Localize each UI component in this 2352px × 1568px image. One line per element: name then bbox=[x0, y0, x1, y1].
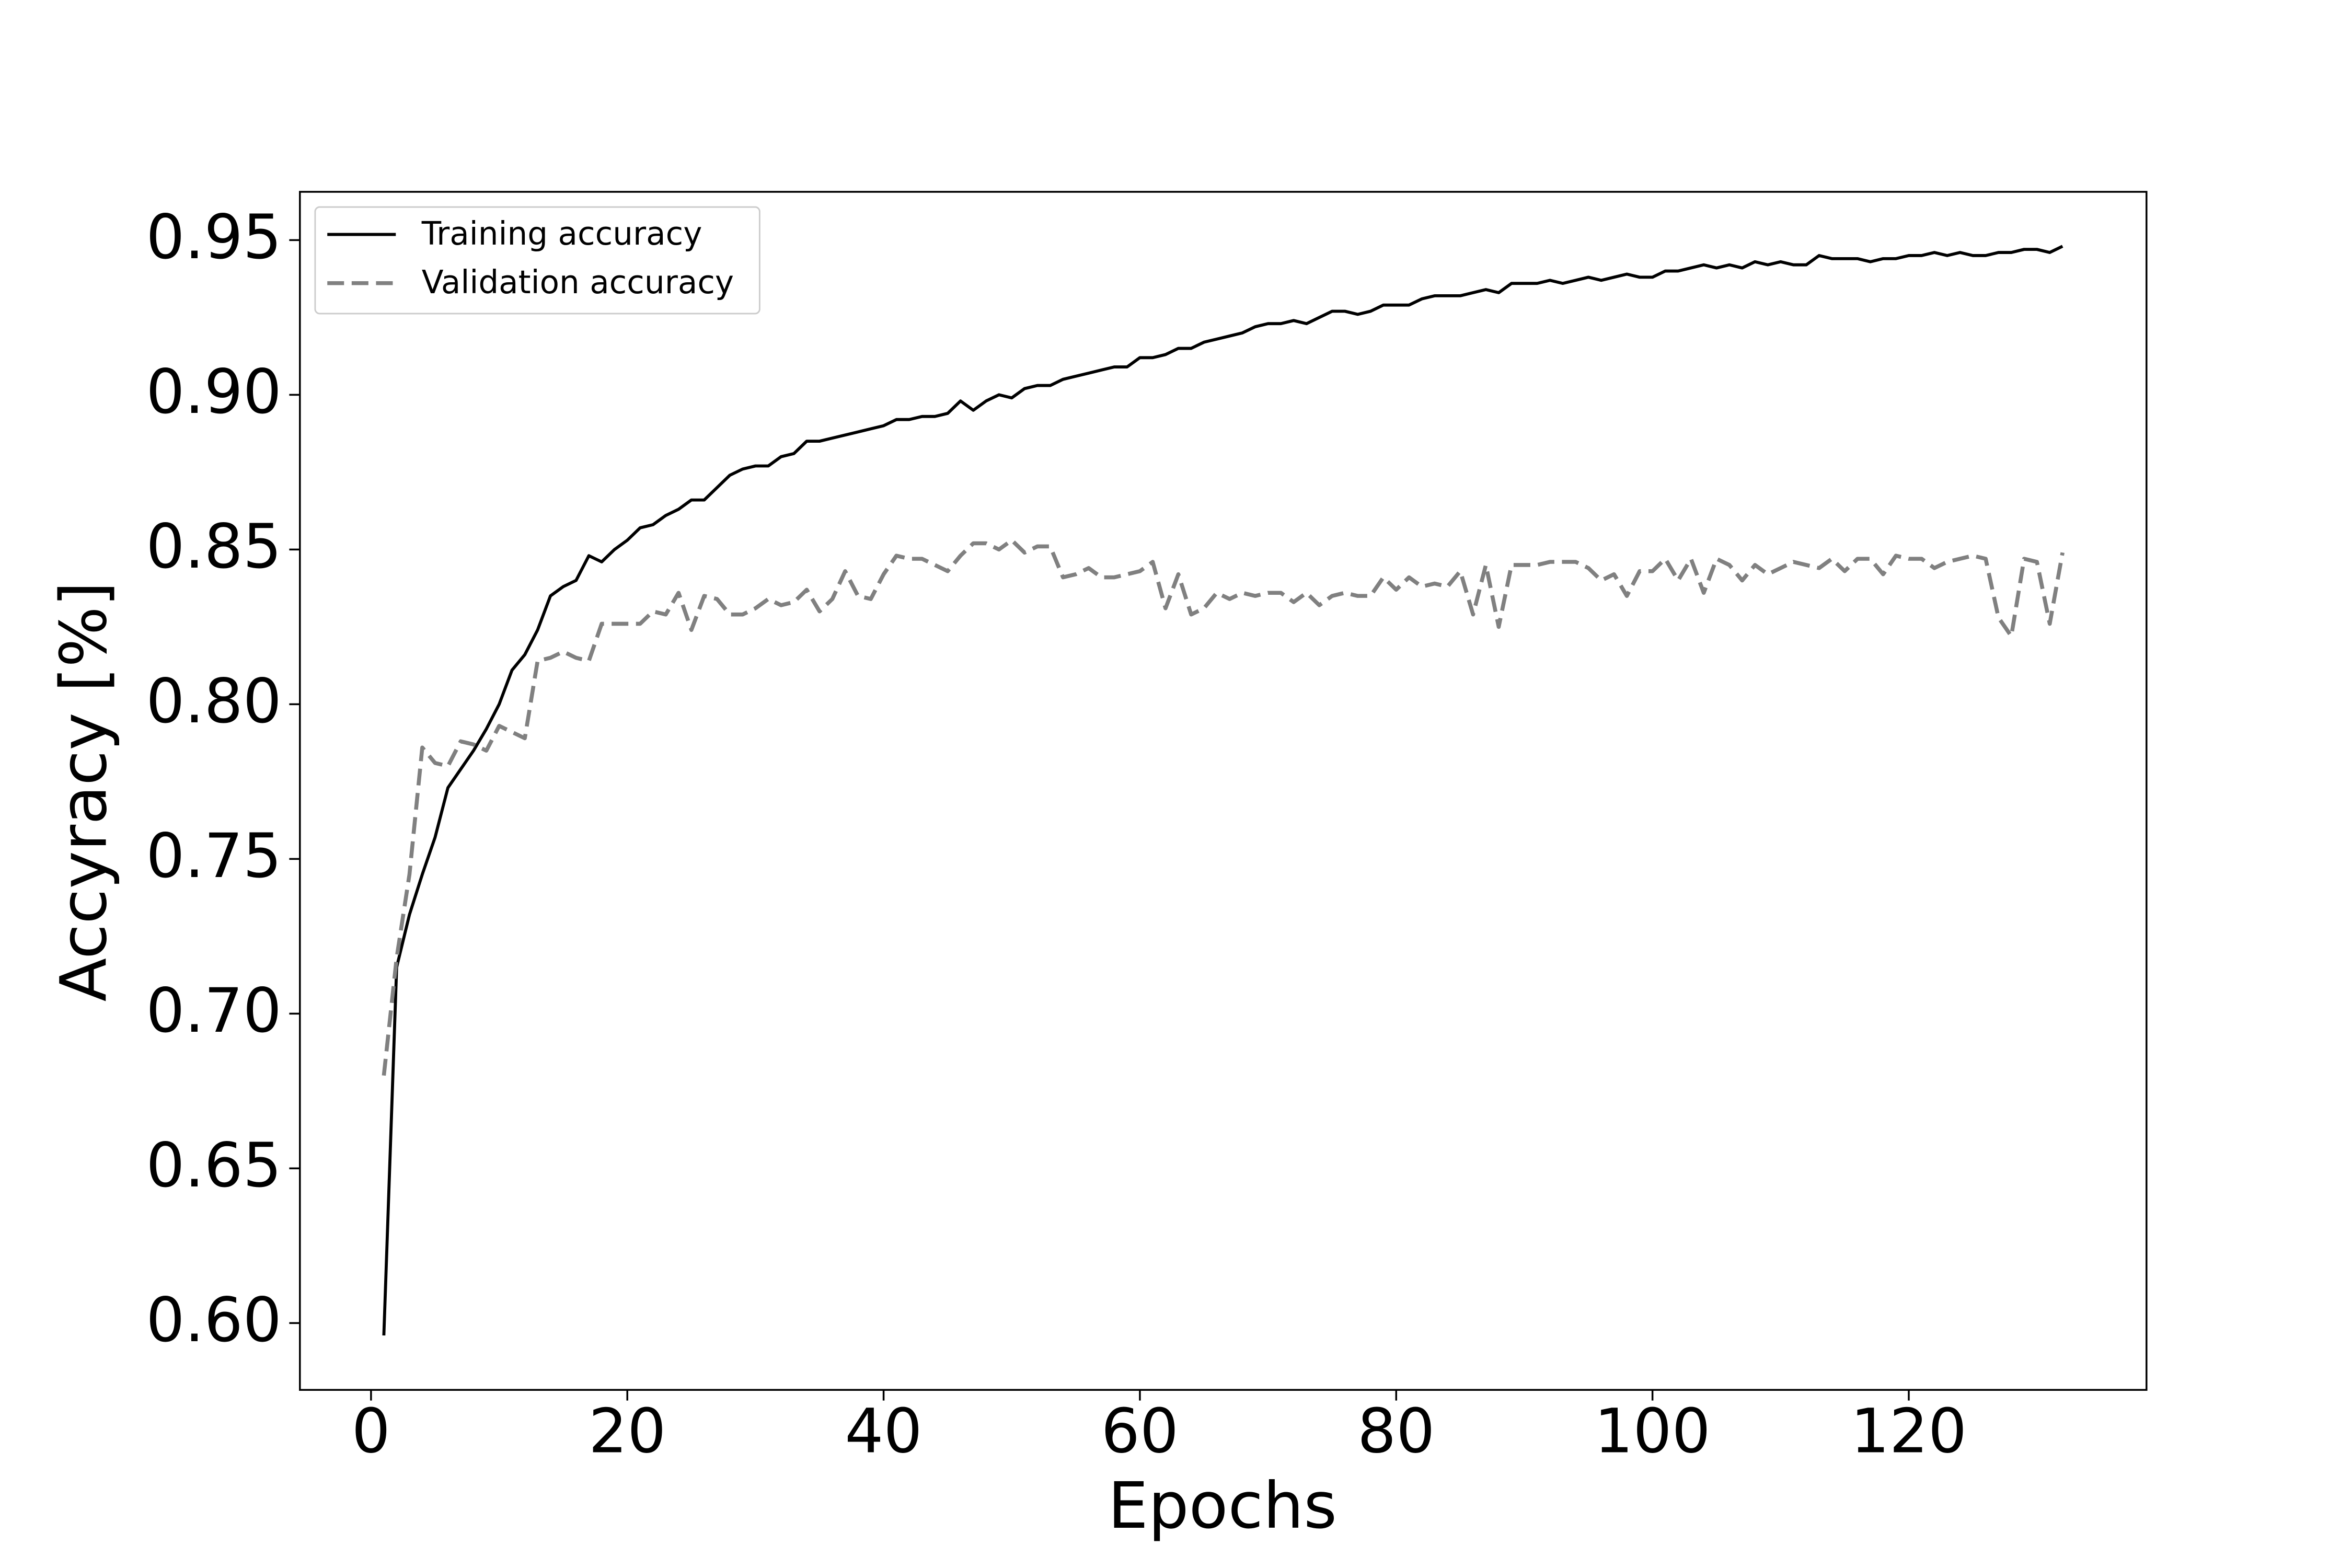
y-tick-label: 0.60 bbox=[146, 1285, 281, 1356]
x-tick-label: 120 bbox=[1851, 1396, 1967, 1467]
legend-label: Validation accuracy bbox=[422, 264, 734, 301]
x-tick-label: 80 bbox=[1357, 1396, 1435, 1467]
legend-label: Training accuracy bbox=[421, 215, 702, 252]
x-tick-label: 20 bbox=[589, 1396, 666, 1467]
data-line bbox=[382, 538, 2065, 1076]
y-tick-label: 0.90 bbox=[146, 357, 281, 428]
y-tick-label: 0.80 bbox=[146, 666, 281, 737]
y-tick-label: 0.95 bbox=[146, 202, 281, 273]
y-axis-label: Accyracy [%] bbox=[47, 582, 121, 1002]
legend-box bbox=[314, 206, 760, 315]
x-tick-label: 60 bbox=[1101, 1396, 1179, 1467]
y-tick-label: 0.85 bbox=[146, 512, 281, 582]
y-tick-label: 0.70 bbox=[146, 976, 281, 1046]
x-tick-label: 100 bbox=[1594, 1396, 1710, 1467]
x-tick-label: 0 bbox=[352, 1396, 390, 1467]
y-tick-label: 0.65 bbox=[146, 1131, 281, 1201]
data-line bbox=[382, 245, 2063, 1336]
plot-frame bbox=[299, 191, 2148, 1391]
x-tick-label: 40 bbox=[845, 1396, 922, 1467]
x-axis-label: Epochs bbox=[1108, 1468, 1337, 1543]
y-tick-label: 0.75 bbox=[146, 821, 281, 892]
